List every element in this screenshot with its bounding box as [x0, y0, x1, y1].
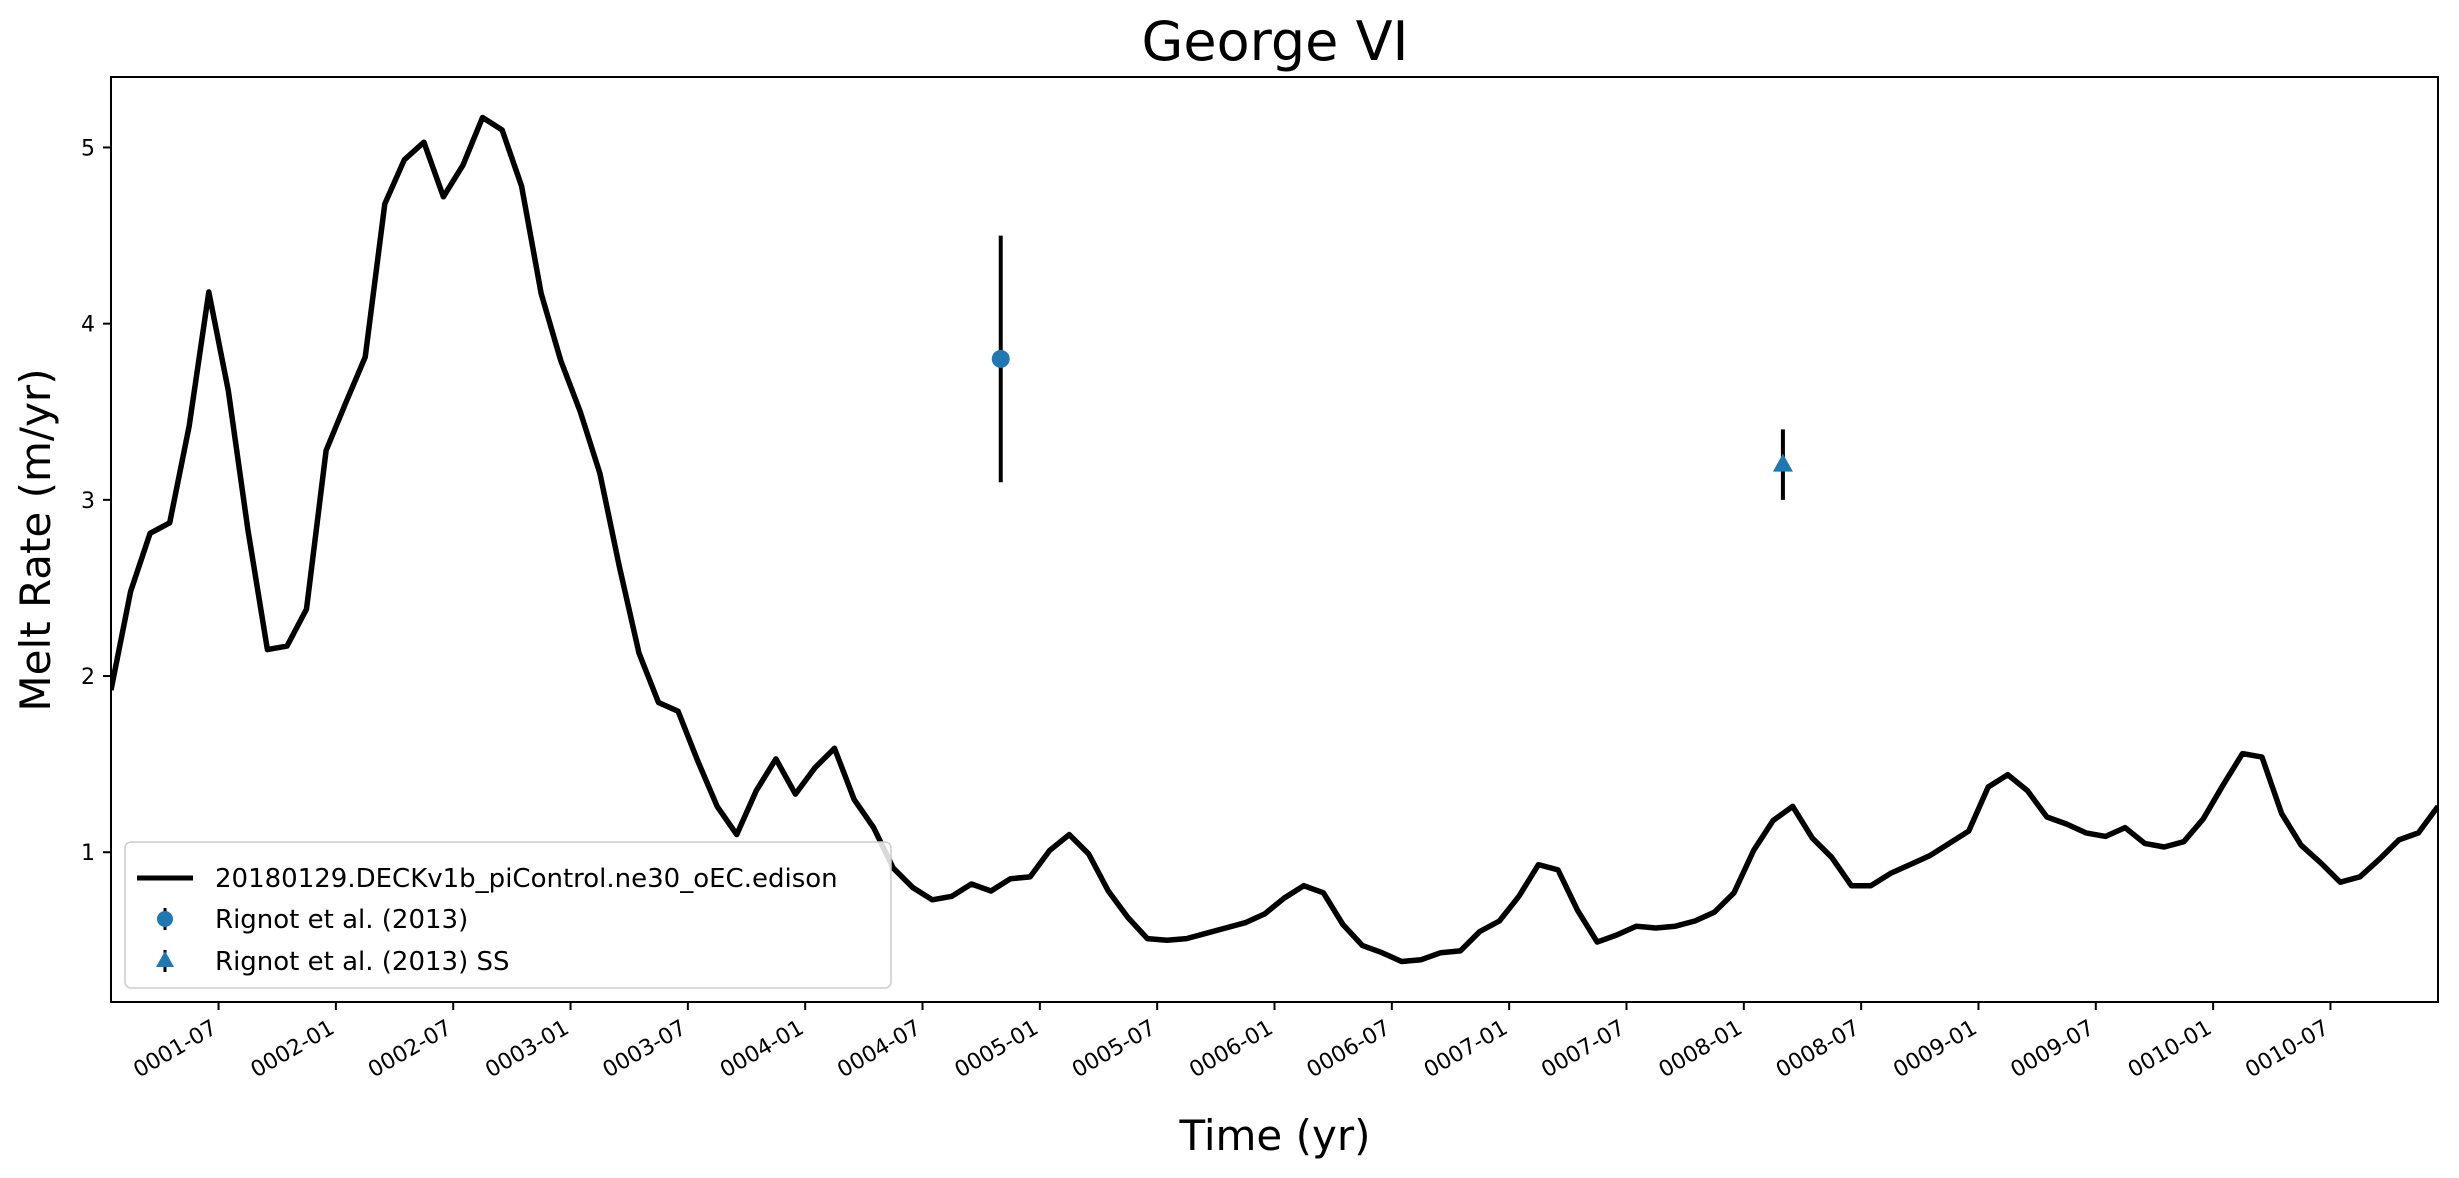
x-tick-label: 0006-01 [1185, 1016, 1277, 1084]
x-tick-label: 0003-07 [599, 1016, 691, 1084]
x-tick-label: 0002-07 [364, 1016, 456, 1084]
x-tick-label: 0005-07 [1068, 1016, 1160, 1084]
x-tick-label: 0006-07 [1303, 1016, 1395, 1084]
x-tick-label: 0007-01 [1420, 1016, 1512, 1084]
y-tick-label: 3 [81, 489, 95, 514]
x-axis-title: Time (yr) [1178, 1111, 1370, 1160]
legend-circle-marker-swatch [157, 911, 173, 927]
y-tick-label: 5 [81, 136, 95, 161]
x-tick-label: 0007-07 [1537, 1016, 1629, 1084]
legend-entry-model: 20180129.DECKv1b_piControl.ne30_oEC.edis… [215, 864, 838, 894]
x-tick-label: 0010-07 [2241, 1016, 2333, 1084]
x-tick-label: 0009-07 [2007, 1016, 2099, 1084]
y-tick-label: 4 [81, 313, 95, 338]
x-tick-label: 0004-01 [716, 1016, 808, 1084]
chart-title: George VI [1142, 10, 1409, 73]
x-tick-label: 0010-01 [2124, 1016, 2216, 1084]
observation-point [991, 349, 1010, 368]
legend: 20180129.DECKv1b_piControl.ne30_oEC.edis… [124, 841, 892, 989]
y-tick-label: 1 [81, 841, 95, 866]
x-tick-label: 0001-07 [129, 1016, 221, 1084]
x-tick-label: 0003-01 [481, 1016, 573, 1084]
y-axis-title: Melt Rate (m/yr) [11, 368, 60, 711]
x-axis: 0001-07 0002-01 0002-07 0003-01 0003-07 0004-… [129, 1002, 2333, 1083]
x-tick-label: 0005-01 [951, 1016, 1043, 1084]
x-tick-label: 0008-01 [1655, 1016, 1747, 1084]
y-axis: 1 2 3 4 5 [81, 136, 111, 866]
observation-point-ss [1772, 453, 1793, 472]
x-tick-label: 0008-07 [1772, 1016, 1864, 1084]
legend-entry-rignot-ss: Rignot et al. (2013) SS [215, 947, 510, 977]
series-line-model [111, 114, 2438, 965]
y-tick-label: 2 [81, 665, 95, 690]
x-tick-label: 0009-01 [1889, 1016, 1981, 1084]
plot-area [111, 114, 2438, 965]
legend-entry-rignot: Rignot et al. (2013) [215, 905, 468, 935]
x-tick-label: 0004-07 [833, 1016, 925, 1084]
legend-box [124, 841, 892, 989]
legend-triangle-marker-swatch [156, 951, 174, 967]
x-tick-label: 0002-01 [247, 1016, 339, 1084]
